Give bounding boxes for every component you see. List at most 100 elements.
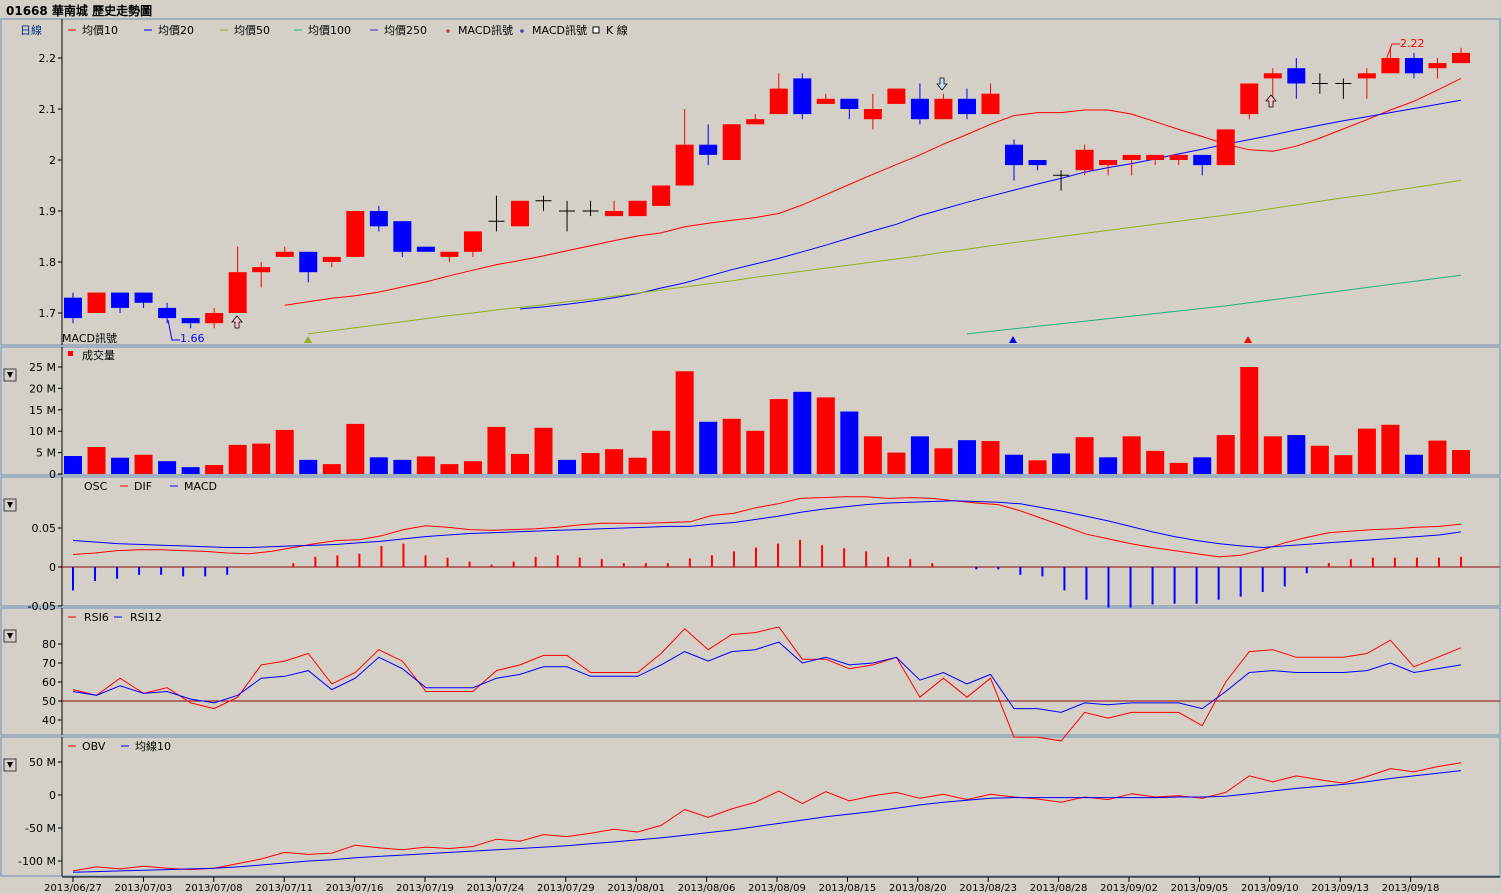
price-candle[interactable]: [981, 83, 1000, 115]
volume-bar[interactable]: [1005, 454, 1024, 474]
price-candle[interactable]: [1146, 154, 1165, 166]
price-candle[interactable]: [1053, 170, 1070, 191]
volume-bar[interactable]: [1357, 428, 1376, 474]
volume-bar[interactable]: [1099, 457, 1118, 474]
price-candle[interactable]: [275, 246, 294, 257]
price-candle[interactable]: [1311, 73, 1328, 94]
volume-bar[interactable]: [675, 371, 694, 474]
price-candle[interactable]: [393, 221, 412, 257]
price-candle[interactable]: [1193, 154, 1212, 176]
volume-collapse-button[interactable]: [3, 368, 17, 382]
price-candle[interactable]: [87, 292, 106, 313]
price-candle[interactable]: [369, 205, 388, 232]
volume-bar[interactable]: [252, 443, 271, 474]
price-candle[interactable]: [628, 200, 647, 217]
volume-bar[interactable]: [487, 426, 506, 474]
price-candle[interactable]: [64, 292, 82, 324]
volume-bar[interactable]: [581, 453, 600, 474]
obv-collapse-button[interactable]: [3, 758, 17, 772]
volume-bar[interactable]: [64, 456, 82, 474]
volume-bar[interactable]: [628, 457, 647, 474]
volume-bar[interactable]: [299, 459, 318, 474]
volume-bar[interactable]: [1146, 450, 1165, 474]
volume-bar[interactable]: [605, 449, 624, 474]
volume-bar[interactable]: [134, 454, 153, 474]
price-candle[interactable]: [1028, 160, 1047, 171]
volume-bar[interactable]: [440, 464, 459, 474]
volume-bar[interactable]: [87, 447, 106, 474]
volume-bar[interactable]: [1193, 457, 1212, 474]
volume-bar[interactable]: [1052, 453, 1071, 474]
price-candle[interactable]: [134, 292, 153, 308]
volume-bar[interactable]: [793, 391, 812, 474]
volume-bar[interactable]: [1381, 424, 1400, 474]
price-candle[interactable]: [416, 246, 435, 252]
price-candle[interactable]: [1287, 58, 1306, 99]
volume-bar[interactable]: [816, 397, 835, 474]
price-candle[interactable]: [863, 93, 882, 130]
volume-bar[interactable]: [1404, 454, 1423, 474]
price-candle[interactable]: [910, 83, 929, 125]
volume-bar[interactable]: [181, 467, 200, 474]
price-candle[interactable]: [793, 73, 812, 120]
price-candle[interactable]: [722, 124, 741, 160]
volume-bar[interactable]: [158, 461, 177, 474]
volume-bar[interactable]: [1334, 455, 1353, 474]
volume-bar[interactable]: [416, 456, 435, 474]
volume-bar[interactable]: [369, 457, 388, 474]
volume-bar[interactable]: [863, 436, 882, 474]
price-candle[interactable]: [205, 307, 224, 329]
volume-bar[interactable]: [275, 429, 294, 474]
volume-bar[interactable]: [322, 464, 341, 474]
volume-bar[interactable]: [981, 441, 1000, 474]
volume-bar[interactable]: [1452, 450, 1470, 474]
price-candle[interactable]: [887, 88, 906, 104]
volume-bar[interactable]: [699, 421, 718, 474]
volume-bar[interactable]: [840, 411, 859, 474]
volume-bar[interactable]: [887, 452, 906, 474]
volume-bar[interactable]: [652, 430, 671, 474]
volume-bar[interactable]: [1169, 462, 1188, 474]
volume-bar[interactable]: [205, 465, 224, 474]
price-candle[interactable]: [582, 200, 599, 217]
price-candle[interactable]: [559, 200, 576, 232]
price-candle[interactable]: [1240, 83, 1259, 120]
price-candle[interactable]: [1122, 154, 1141, 176]
price-candle[interactable]: [746, 114, 765, 125]
price-candle[interactable]: [769, 73, 788, 115]
price-candle[interactable]: [158, 302, 177, 324]
volume-bar[interactable]: [722, 418, 741, 474]
rsi-collapse-button[interactable]: [3, 629, 17, 643]
volume-bar[interactable]: [1428, 440, 1447, 474]
price-candle[interactable]: [1169, 154, 1188, 166]
macd-collapse-button[interactable]: [3, 498, 17, 512]
volume-bar[interactable]: [558, 459, 577, 474]
price-candle[interactable]: [1335, 78, 1352, 99]
volume-bar[interactable]: [463, 461, 482, 474]
price-candle[interactable]: [1381, 47, 1400, 74]
price-candle[interactable]: [252, 262, 271, 288]
price-candle[interactable]: [1216, 129, 1235, 166]
price-candle[interactable]: [299, 251, 318, 283]
price-candle[interactable]: [957, 88, 976, 120]
price-candle[interactable]: [699, 124, 718, 166]
price-candle[interactable]: [1428, 58, 1447, 79]
price-candle[interactable]: [346, 211, 365, 257]
price-candle[interactable]: [1357, 68, 1376, 99]
price-candle[interactable]: [463, 231, 482, 257]
volume-bar[interactable]: [1287, 435, 1306, 474]
volume-bar[interactable]: [910, 436, 929, 474]
price-candle[interactable]: [181, 318, 200, 329]
price-candle[interactable]: [1452, 47, 1470, 64]
price-candle[interactable]: [111, 292, 130, 313]
price-candle[interactable]: [488, 195, 505, 232]
volume-bar[interactable]: [393, 459, 412, 474]
price-candle[interactable]: [1099, 160, 1118, 176]
volume-bar[interactable]: [510, 453, 529, 474]
volume-bar[interactable]: [534, 427, 553, 474]
volume-bar[interactable]: [1310, 445, 1329, 474]
volume-bar[interactable]: [746, 430, 765, 474]
volume-bar[interactable]: [957, 440, 976, 474]
volume-bar[interactable]: [1028, 460, 1047, 474]
